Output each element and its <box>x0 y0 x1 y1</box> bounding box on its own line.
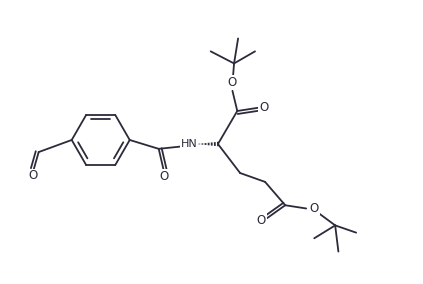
Text: O: O <box>160 170 169 183</box>
Text: O: O <box>259 101 269 114</box>
Text: HN: HN <box>181 139 197 149</box>
Text: O: O <box>227 76 236 89</box>
Text: O: O <box>257 214 266 227</box>
Text: O: O <box>310 202 319 215</box>
Text: O: O <box>28 169 37 182</box>
